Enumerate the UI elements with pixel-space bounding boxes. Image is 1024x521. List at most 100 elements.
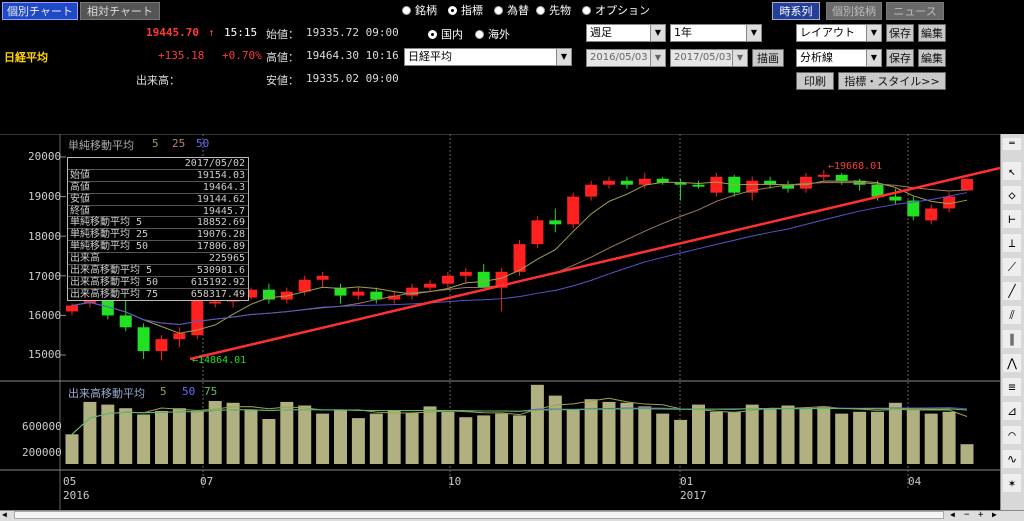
volume-bar [853,411,867,464]
volume-bar [83,401,97,464]
period-select[interactable]: 週足 ▼ [586,24,666,42]
candle-body [871,184,884,197]
high-value: 19464.30 10:16 [306,49,399,62]
y-tick-17000: 17000 [28,270,62,283]
volume-bar [459,417,473,464]
eraser-icon[interactable]: ◇ [1003,186,1021,204]
drag-handle-icon[interactable]: ═ [1003,138,1021,150]
retracement-icon[interactable]: ⊿ [1003,402,1021,420]
volume-bar [65,434,79,464]
candle-body [889,196,902,201]
candle-body [209,301,222,304]
max-price-label: ←19668.01 [828,161,883,172]
individual-stock-button[interactable]: 個別銘柄 [826,2,882,20]
volume-bar [280,401,294,464]
current-price: 19445.70 [146,26,199,39]
candle-body [441,275,454,284]
scroll-thumb[interactable] [14,511,944,519]
volume-bar [548,395,562,464]
indicator-style-button[interactable]: 指標・スタイル>> [838,72,946,90]
candle-body [907,200,920,217]
fibonacci-icon[interactable]: ≡ [1003,378,1021,396]
save-analysis-button[interactable]: 保存 [886,49,914,67]
scroll-right-arrow-icon[interactable]: ◀ [950,510,955,519]
wave-icon[interactable]: ∿ [1003,450,1021,468]
candle-body [835,174,848,181]
price-legend-ma25: 25 [172,137,186,150]
range-select[interactable]: 1年 ▼ [670,24,762,42]
layout-select[interactable]: レイアウト ▼ [796,24,882,42]
candle-body [459,271,472,276]
candle-body [692,184,705,187]
volume-bar [674,419,688,464]
candle-body [603,180,615,185]
parallel-line-icon[interactable]: ∥ [1003,330,1021,348]
candle-body [119,315,132,328]
volume-bar [638,406,652,464]
index-select[interactable]: 日経平均 ▼ [404,48,572,66]
candle-body [817,174,830,177]
volume-bar [208,401,222,464]
volume-bar [584,399,598,464]
volume-bar [334,410,347,464]
scroll-end-arrow-icon[interactable]: ▶ [992,510,997,519]
vertical-line-icon[interactable]: ⊥ [1003,234,1021,252]
date-from-select[interactable]: 2016/05/03 ▼ [586,49,666,67]
gann-icon[interactable]: ✶ [1003,474,1021,492]
candle-body [352,291,365,296]
candle-body [585,184,598,197]
edit-analysis-button[interactable]: 編集 [918,49,946,67]
channel-line-icon[interactable]: ⫽ [1003,306,1021,324]
radio-options[interactable]: オプション [582,2,650,18]
zoom-out-icon[interactable]: − [964,510,970,520]
x-year-2017: 2017 [680,489,707,502]
candle-body [66,305,78,312]
timeseries-button[interactable]: 時系列 [772,2,820,20]
analysis-line-select[interactable]: 分析線 ▼ [796,49,882,67]
news-button[interactable]: ニュース [886,2,944,20]
zoom-in-icon[interactable]: + [978,510,984,520]
open-value: 19335.72 09:00 [306,26,399,39]
candle-body [925,208,938,221]
relative-chart-button[interactable]: 相対チャート [80,2,160,20]
y-tick-19000: 19000 [28,190,62,203]
horizontal-line-icon[interactable]: ⊢ [1003,210,1021,228]
individual-chart-button[interactable]: 個別チャート [2,2,78,20]
radio-dot-icon [428,29,437,39]
date-to-select[interactable]: 2017/05/03 ▼ [670,49,748,67]
candle-body [155,339,168,352]
draw-button[interactable]: 描画 [752,49,784,67]
open-label: 始値： [266,28,299,41]
candle-body [173,333,186,340]
volume-bar [781,405,795,464]
radio-stock[interactable]: 銘柄 [402,2,437,18]
candle-body [943,196,956,209]
up-arrow-icon: ↑ [208,26,215,39]
print-button[interactable]: 印刷 [796,72,834,90]
volume-bar [602,401,616,464]
save-layout-button[interactable]: 保存 [886,24,914,42]
scroll-left-arrow-icon[interactable]: ◀ [2,510,7,519]
candle-body [424,283,436,288]
trend-line-icon[interactable]: ╱ [1003,282,1021,300]
volume-bar [960,444,974,464]
radio-domestic[interactable]: 国内 [428,26,463,42]
edit-layout-button[interactable]: 編集 [918,24,946,42]
radio-dot-icon [448,5,457,15]
radio-fx[interactable]: 為替 [494,2,529,18]
volume-bar [513,415,526,464]
radio-index[interactable]: 指標 [448,2,483,18]
volume-bar [799,408,813,464]
arc-icon[interactable]: ◠ [1003,426,1021,444]
radio-futures[interactable]: 先物 [536,2,571,18]
radio-overseas[interactable]: 海外 [475,26,510,42]
candle-body [638,178,651,185]
candle-body [710,176,723,193]
volume-ma75-line [71,408,968,435]
cursor-icon[interactable]: ↖ [1003,162,1021,180]
candle-body [477,271,490,288]
volume-bar [155,410,168,464]
ray-line-icon[interactable]: ⟋ [1003,258,1021,276]
fan-line-icon[interactable]: ⋀ [1003,354,1021,372]
candle-body [262,289,275,300]
